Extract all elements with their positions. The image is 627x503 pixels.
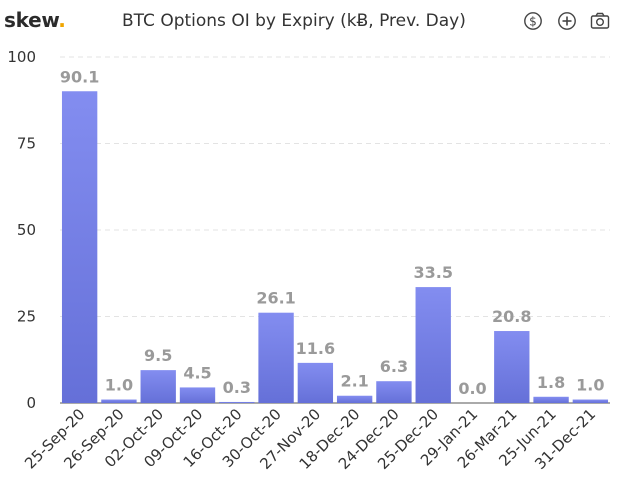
bar-09-Oct-20 bbox=[179, 387, 216, 403]
y-tick-label: 100 bbox=[7, 48, 36, 66]
data-label: 1.0 bbox=[576, 376, 604, 395]
data-label: 4.5 bbox=[183, 363, 211, 382]
camera-icon[interactable] bbox=[590, 11, 610, 31]
data-label: 33.5 bbox=[413, 263, 452, 282]
bar-26-Sep-20 bbox=[101, 399, 137, 403]
dollar-circle-icon[interactable]: $ bbox=[523, 11, 543, 31]
bar-02-Oct-20 bbox=[140, 370, 176, 403]
data-label: 2.1 bbox=[340, 372, 368, 391]
chart-header: skew. BTC Options OI by Expiry (kɃ, Prev… bbox=[0, 0, 627, 44]
y-tick-label: 25 bbox=[17, 308, 36, 326]
bars bbox=[61, 91, 609, 403]
bar-25-Jun-21 bbox=[533, 396, 569, 403]
bar-26-Mar-21 bbox=[494, 331, 530, 403]
data-label: 90.1 bbox=[60, 67, 99, 86]
data-label: 0.0 bbox=[458, 379, 486, 398]
logo-text: skew bbox=[4, 8, 59, 32]
y-tick-label: 50 bbox=[17, 221, 36, 239]
bar-25-Dec-20 bbox=[415, 287, 451, 403]
data-label: 1.0 bbox=[105, 376, 133, 395]
bar-24-Dec-20 bbox=[376, 381, 412, 403]
plus-circle-icon[interactable] bbox=[557, 11, 577, 31]
bar-30-Oct-20 bbox=[258, 312, 294, 403]
data-label: 26.1 bbox=[256, 289, 295, 308]
bar-31-Dec-21 bbox=[572, 399, 609, 403]
data-label: 20.8 bbox=[492, 307, 531, 326]
data-label: 9.5 bbox=[144, 346, 172, 365]
chart-title: BTC Options OI by Expiry (kɃ, Prev. Day) bbox=[122, 11, 466, 31]
bar-27-Nov-20 bbox=[297, 362, 334, 403]
data-label: 11.6 bbox=[296, 339, 335, 358]
bar-18-Dec-20 bbox=[336, 395, 373, 403]
data-label: 6.3 bbox=[380, 357, 408, 376]
data-label: 0.3 bbox=[223, 378, 251, 397]
data-labels: 90.1 1.0 9.5 4.5 0.3 26.1 11.6 2.1 6.3 33.5 0.0 20.… bbox=[60, 67, 605, 398]
skew-logo: skew. bbox=[4, 8, 66, 32]
bar-16-Oct-20 bbox=[219, 401, 255, 403]
x-axis: 25-Sep-2026-Sep-2002-Oct-2009-Oct-2016-O… bbox=[21, 405, 599, 473]
y-axis: 100 75 50 25 0 bbox=[7, 48, 36, 412]
y-tick-label: 0 bbox=[26, 394, 36, 412]
data-label: 1.8 bbox=[537, 373, 565, 392]
svg-text:$: $ bbox=[529, 15, 537, 29]
bar-25-Sep-20 bbox=[61, 91, 98, 403]
y-tick-label: 75 bbox=[17, 135, 36, 153]
logo-dot: . bbox=[58, 8, 66, 32]
